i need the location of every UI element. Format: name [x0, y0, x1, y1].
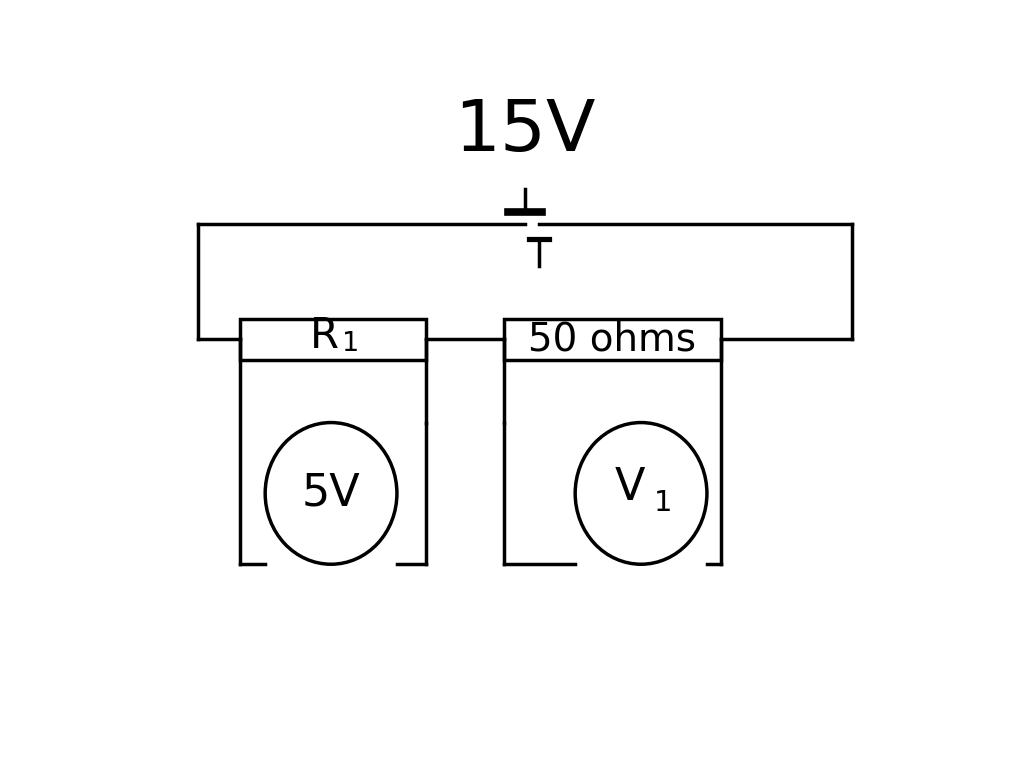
- Text: 1: 1: [342, 331, 359, 357]
- Text: 1: 1: [653, 489, 672, 517]
- Text: 15V: 15V: [454, 97, 596, 166]
- Text: V: V: [614, 466, 645, 508]
- Bar: [504, 319, 721, 360]
- Text: 5V: 5V: [302, 472, 360, 515]
- Text: R: R: [309, 315, 339, 357]
- Bar: [241, 319, 426, 360]
- Text: 50 ohms: 50 ohms: [528, 320, 696, 358]
